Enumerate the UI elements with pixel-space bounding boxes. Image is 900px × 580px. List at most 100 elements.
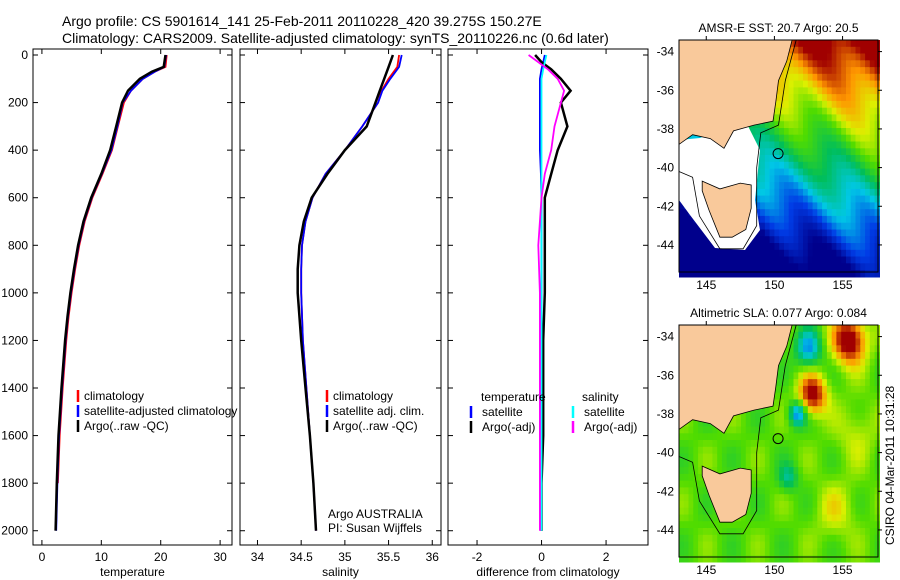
map-cell xyxy=(841,67,847,75)
map-cell xyxy=(865,148,871,156)
map-cell xyxy=(822,358,828,367)
map-cell xyxy=(846,548,852,556)
map-cell xyxy=(750,460,756,468)
y-tick-label: 1400 xyxy=(1,381,28,395)
map-cell xyxy=(817,148,823,156)
map-cell xyxy=(836,453,842,461)
map-cell xyxy=(826,202,833,210)
map-cell xyxy=(784,236,790,244)
map-cell xyxy=(741,514,747,522)
map-cell xyxy=(745,446,752,455)
map-cell xyxy=(779,236,785,244)
map-cell xyxy=(741,413,747,421)
map-cell xyxy=(784,521,790,529)
map-cell xyxy=(760,514,766,522)
map-cell xyxy=(826,195,833,203)
map-cell xyxy=(841,73,847,82)
map-cell xyxy=(693,460,699,468)
map-cell xyxy=(803,399,809,407)
map-cell xyxy=(860,209,866,217)
map-cell xyxy=(826,528,833,536)
map-cell xyxy=(817,345,823,353)
map-cell xyxy=(836,473,842,482)
map-cell xyxy=(850,500,857,509)
map-cell xyxy=(855,446,861,455)
map-cell xyxy=(836,419,842,428)
map-cell xyxy=(721,433,728,441)
map-cell xyxy=(841,500,847,509)
map-cell xyxy=(831,175,838,183)
map-cell xyxy=(788,534,795,543)
map-cell xyxy=(741,521,747,529)
map-cell xyxy=(688,467,694,475)
map-cell xyxy=(764,222,771,231)
map-cell xyxy=(712,528,718,536)
map-cell xyxy=(855,338,861,346)
map-cell xyxy=(812,345,818,353)
map-cell xyxy=(707,507,713,516)
map-cell xyxy=(850,100,857,109)
map-cell xyxy=(855,399,861,407)
map-cell xyxy=(755,473,761,482)
series-line-satellite xyxy=(540,54,548,531)
map-cell xyxy=(807,352,814,360)
map-cell xyxy=(774,487,780,495)
map-cell xyxy=(688,263,694,271)
map-cell xyxy=(760,453,766,461)
map-cell xyxy=(760,480,766,488)
map-cell xyxy=(803,114,809,122)
map-cell xyxy=(836,521,842,529)
map-cell xyxy=(798,528,804,536)
map-cell xyxy=(836,229,842,237)
map-cell xyxy=(860,534,866,543)
map-cell xyxy=(784,263,790,271)
map-cell xyxy=(855,87,861,95)
map-cell xyxy=(717,440,723,448)
map-cell xyxy=(860,229,866,237)
map-cell xyxy=(793,46,799,55)
map-cell xyxy=(707,534,713,543)
map-cell xyxy=(865,446,871,455)
map-cell xyxy=(836,406,842,414)
map-cell xyxy=(860,358,866,367)
map-cell xyxy=(702,236,709,244)
map-cell xyxy=(764,270,771,278)
map-cell xyxy=(822,263,828,271)
map-cell xyxy=(860,73,866,82)
map-cell xyxy=(784,87,790,95)
map-cell xyxy=(784,94,790,102)
map-cell xyxy=(860,440,866,448)
map-cell xyxy=(755,256,761,264)
x-tick-label: 155 xyxy=(833,563,853,577)
map-cell xyxy=(860,331,866,340)
map-cell xyxy=(769,555,775,563)
map-title: Altimetric SLA: 0.077 Argo: 0.084 xyxy=(690,306,867,320)
map-cell xyxy=(774,107,780,116)
map-cell xyxy=(793,480,799,488)
x-axis-label: temperature xyxy=(100,565,165,579)
map-cell xyxy=(698,521,704,529)
map-cell xyxy=(760,460,766,468)
map-cell xyxy=(698,534,704,543)
map-cell xyxy=(755,188,761,197)
map-cell xyxy=(869,67,876,75)
map-cell xyxy=(869,270,876,278)
map-cell xyxy=(788,263,795,271)
map-cell xyxy=(712,460,718,468)
map-cell xyxy=(779,541,785,549)
map-cell xyxy=(826,352,833,360)
map-cell xyxy=(855,67,861,75)
map-cell xyxy=(679,446,685,455)
map-cell xyxy=(784,188,790,197)
map-cell xyxy=(850,419,857,428)
map-cell xyxy=(855,229,861,237)
map-cell xyxy=(807,358,814,367)
map-cell xyxy=(788,128,795,136)
map-cell xyxy=(798,243,804,251)
y-tick-label: -34 xyxy=(657,45,675,59)
map-cell xyxy=(798,352,804,360)
map-cell xyxy=(869,480,876,488)
map-cell xyxy=(831,195,838,203)
legend-label: Argo(..raw -QC) xyxy=(333,419,418,433)
